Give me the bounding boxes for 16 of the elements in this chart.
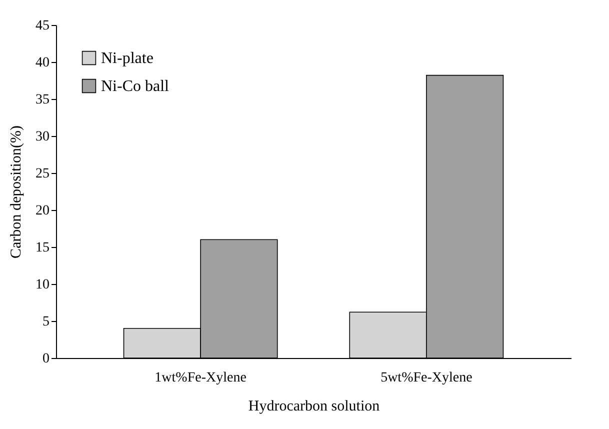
y-tick-label: 20 (36, 204, 50, 218)
y-tick-label: 40 (36, 56, 50, 70)
y-axis-title: Carbon deposition(%) (8, 126, 24, 258)
y-tick-label: 5 (42, 314, 50, 330)
y-tick-label: 15 (36, 240, 50, 256)
legend-label: Ni-Co ball (101, 78, 170, 95)
y-tick-label: 30 (36, 130, 50, 144)
y-tick-label: 0 (42, 352, 50, 366)
x-axis-title: Hydrocarbon solution (248, 398, 380, 414)
x-tick-label: 5wt%Fe-Xylene (380, 370, 472, 386)
y-tick-label: 35 (36, 92, 50, 108)
y-tick-label: 10 (36, 278, 50, 292)
y-tick-label: 25 (36, 166, 50, 182)
legend-label: Ni-plate (101, 50, 154, 67)
y-tick-label: 45 (36, 18, 50, 34)
x-tick-label: 1wt%Fe-Xylene (154, 370, 246, 386)
